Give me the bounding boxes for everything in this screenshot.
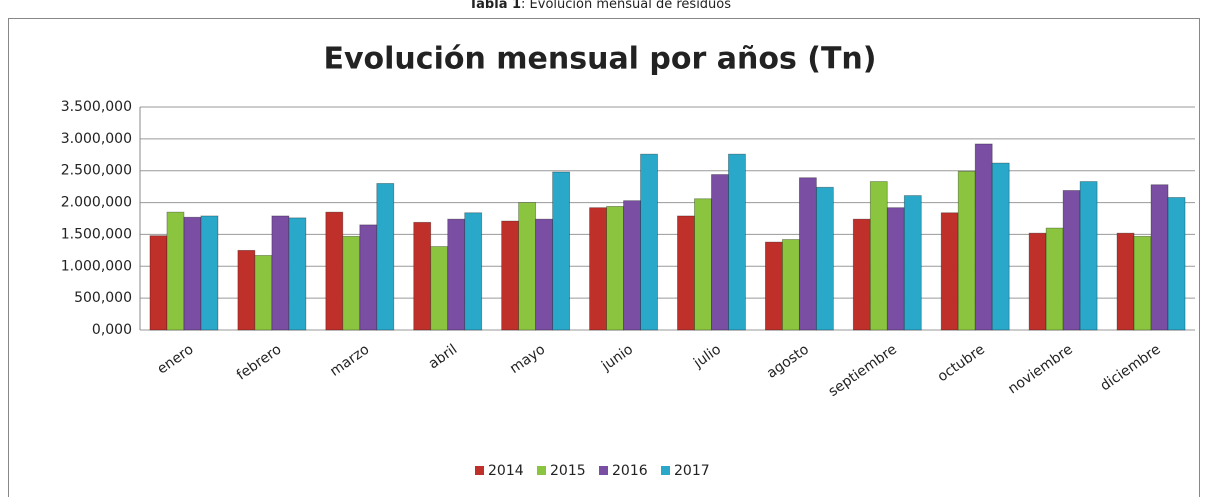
bar [535, 218, 554, 331]
caption-text: : Evolución mensual de residuos [521, 0, 731, 12]
bar [815, 186, 834, 331]
bar [589, 207, 607, 331]
x-tick-label: septiembre [826, 341, 900, 400]
bar [200, 215, 219, 331]
bar [430, 246, 449, 331]
bar [781, 239, 800, 331]
bar [166, 211, 185, 331]
bar [464, 212, 483, 331]
bar [376, 183, 395, 331]
bar [254, 255, 273, 331]
bar [1133, 235, 1152, 331]
bar [711, 174, 729, 331]
legend-swatch [475, 466, 484, 475]
bar [957, 170, 976, 331]
bar [552, 171, 571, 331]
x-tick-label: agosto [764, 341, 812, 381]
bar [518, 202, 537, 331]
bar [991, 162, 1010, 331]
chart-frame [8, 18, 1200, 497]
bar [288, 217, 307, 331]
bar [940, 212, 959, 331]
x-tick-label: mayo [507, 341, 548, 377]
bar [764, 241, 783, 331]
legend-swatch [661, 466, 670, 475]
x-tick-label: julio [690, 341, 724, 371]
x-tick-label: octubre [935, 341, 988, 385]
legend-label: 2014 [488, 463, 524, 479]
y-tick-label: 500,000 [74, 290, 132, 306]
y-tick-label: 2.500,000 [61, 163, 132, 179]
bar [325, 211, 344, 331]
y-tick-label: 0,000 [92, 322, 132, 338]
bar [974, 143, 993, 331]
bar [1045, 227, 1064, 331]
bar [271, 215, 290, 331]
y-tick-label: 3.000,000 [61, 131, 132, 147]
legend-swatch [599, 466, 608, 475]
bar [677, 215, 695, 331]
bar [1079, 181, 1098, 331]
legend-label: 2016 [612, 463, 648, 479]
legend-label: 2015 [550, 463, 586, 479]
legend-swatch [537, 466, 546, 475]
x-tick-label: noviembre [1005, 341, 1075, 397]
bar [359, 224, 378, 331]
bar [852, 218, 871, 331]
bar [1062, 190, 1081, 331]
bar [501, 220, 520, 331]
bar [1150, 184, 1169, 331]
x-tick-label: abril [426, 341, 461, 372]
legend-label: 2017 [674, 463, 710, 479]
x-tick-label: diciembre [1097, 341, 1163, 394]
bar [903, 195, 922, 331]
bar [342, 235, 361, 331]
bar [1167, 197, 1186, 331]
y-tick-label: 2.000,000 [61, 195, 132, 211]
y-tick-label: 1.500,000 [61, 226, 132, 242]
bar [869, 181, 888, 331]
bar [1116, 232, 1135, 331]
caption-label: Tabla 1 [469, 0, 521, 12]
bar [640, 153, 658, 331]
bar [728, 153, 746, 331]
y-tick-label: 3.500,000 [61, 99, 132, 115]
x-tick-label: enero [155, 341, 197, 377]
bar [237, 249, 256, 331]
y-tick-label: 1.000,000 [61, 258, 132, 274]
bar [886, 207, 905, 331]
bar [149, 235, 168, 331]
bar [623, 200, 641, 331]
bar [606, 205, 624, 331]
x-tick-label: junio [598, 341, 636, 374]
bar [694, 198, 712, 331]
bar [447, 218, 466, 331]
bar [183, 216, 202, 331]
caption: Tabla 1: Evolución mensual de residuos [469, 0, 731, 12]
bar [413, 221, 432, 331]
x-tick-label: marzo [327, 341, 372, 379]
x-tick-label: febrero [234, 341, 285, 383]
chart-title: Evolución mensual por años (Tn) [323, 42, 876, 77]
bar [1028, 232, 1047, 331]
bar [798, 177, 817, 331]
